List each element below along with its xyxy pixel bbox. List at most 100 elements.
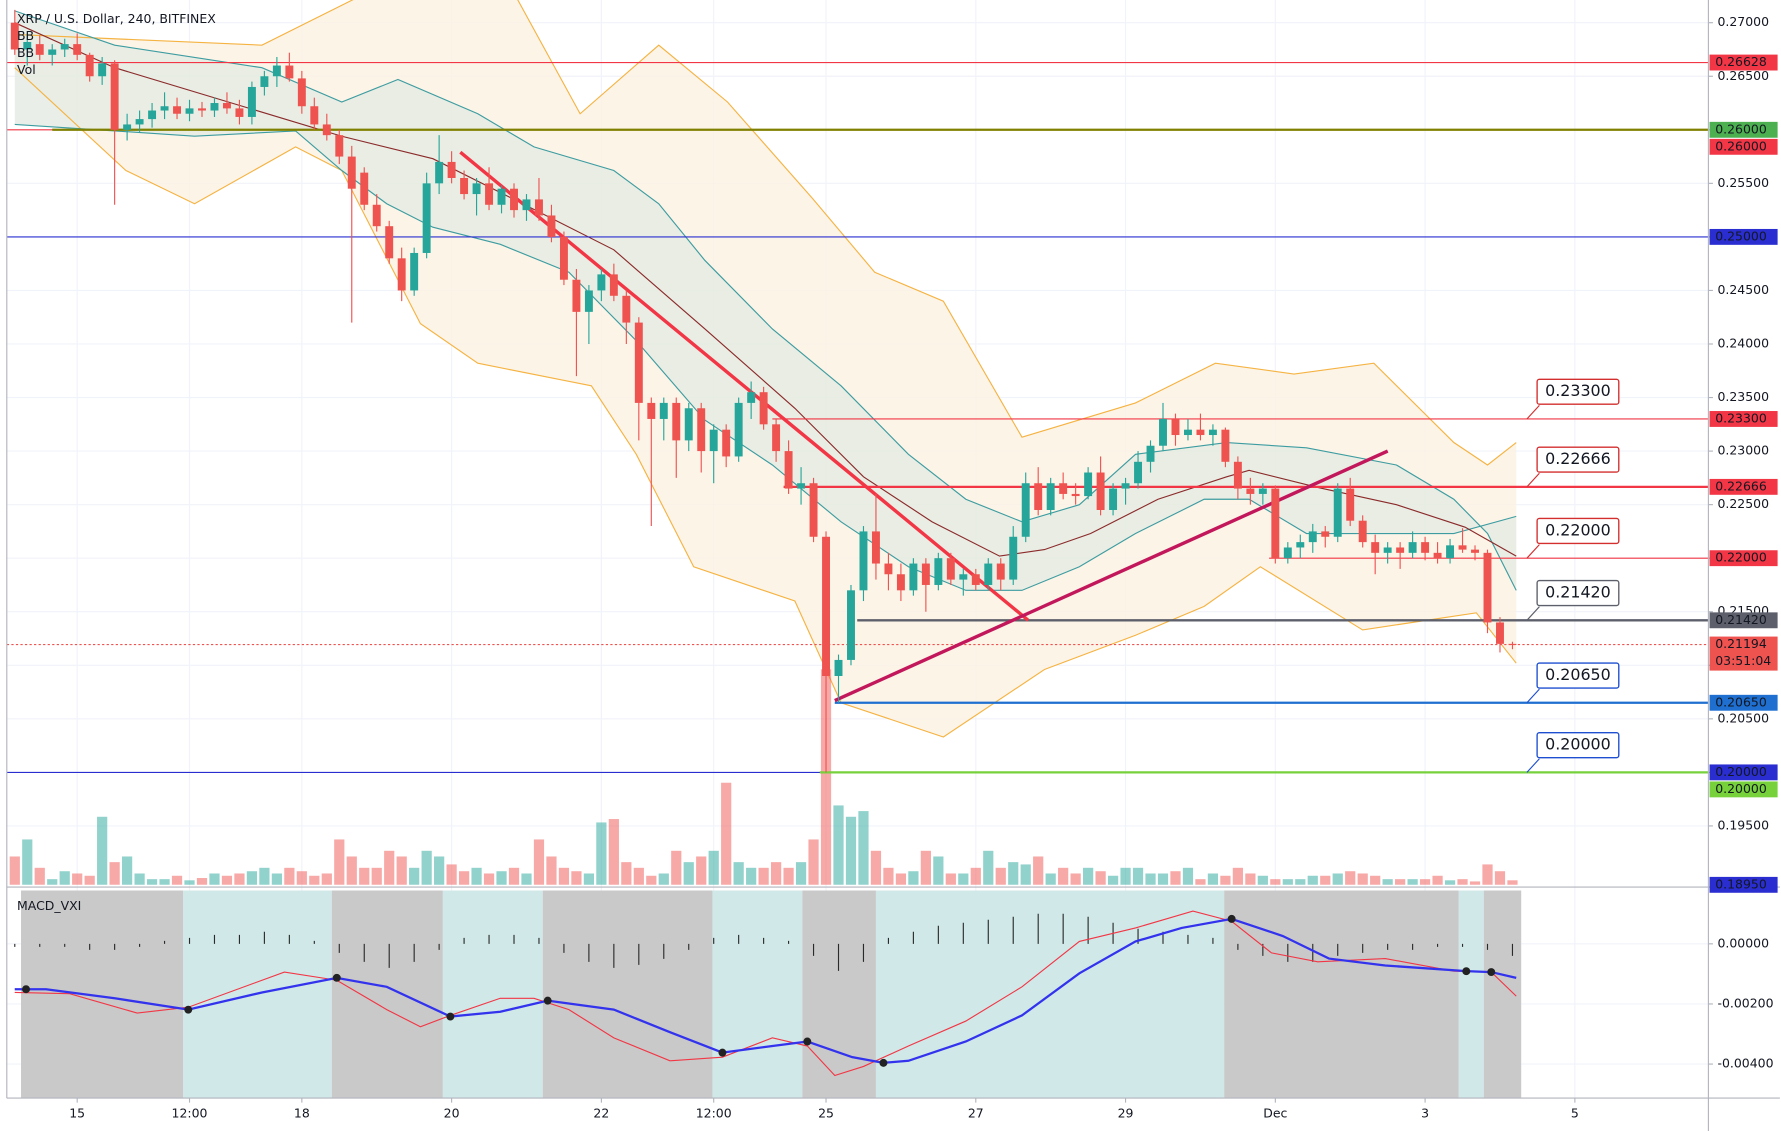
- candle-body: [435, 161, 444, 184]
- volume-bar: [808, 839, 819, 885]
- volume-bar: [1033, 856, 1044, 885]
- candle-body: [160, 106, 169, 111]
- volume-bar: [334, 839, 345, 885]
- candle-body: [809, 483, 818, 537]
- volume-bar: [122, 856, 133, 885]
- band-line: [14, 67, 1517, 738]
- candle-body: [1171, 418, 1180, 436]
- volume-bar: [795, 862, 807, 885]
- candle-body: [1183, 429, 1192, 436]
- band-line: [14, 10, 1517, 591]
- macd-region: [802, 890, 876, 1099]
- y-tick-label: 0.24000: [1717, 335, 1769, 350]
- candle-body: [247, 86, 256, 117]
- volume-bar: [396, 856, 407, 885]
- symbol-title: XRP / U.S. Dollar, 240, BITFINEX: [17, 11, 216, 26]
- volume-bar: [1170, 871, 1181, 885]
- volume-bar: [908, 871, 919, 885]
- candle-body: [1346, 488, 1355, 521]
- volume-bar: [1282, 879, 1293, 885]
- candle-body: [1146, 445, 1155, 462]
- volume-bar: [983, 850, 994, 885]
- candle-body: [1408, 542, 1417, 553]
- volume-bar: [496, 871, 507, 885]
- candle-body: [1471, 549, 1479, 553]
- price-label-box: [1709, 612, 1778, 629]
- x-tick-label: 27: [968, 1105, 984, 1120]
- macd-region: [712, 890, 803, 1099]
- macd-region: [1224, 890, 1459, 1099]
- candle-body: [1371, 542, 1380, 553]
- price-label: 0.18950: [1715, 876, 1767, 891]
- candle-body: [709, 429, 718, 452]
- candle-body: [871, 531, 880, 564]
- volume-bar: [995, 867, 1006, 885]
- candle-body: [784, 451, 793, 489]
- volume-bar: [1008, 862, 1019, 885]
- volume-bar: [1195, 879, 1206, 885]
- candle-body: [347, 156, 356, 189]
- volume-bar: [259, 867, 270, 885]
- volume-bar: [1020, 864, 1031, 885]
- volume-bar: [1257, 875, 1268, 885]
- candle-body: [260, 76, 269, 87]
- volume-bar: [1120, 867, 1131, 885]
- price-label: 0.23300: [1715, 410, 1767, 425]
- volume-bar: [746, 867, 757, 885]
- volume-bar: [271, 873, 282, 885]
- price-label: 0.21420: [1715, 612, 1767, 627]
- volume-bar: [721, 782, 732, 885]
- candle-body: [10, 22, 19, 50]
- candle-body: [497, 188, 506, 205]
- candle-body: [1258, 488, 1267, 494]
- price-label: 0.26000: [1715, 121, 1767, 136]
- candle-body: [397, 258, 406, 291]
- candle-body: [1159, 418, 1167, 446]
- volume-bar: [246, 871, 258, 885]
- macd-line: [14, 910, 1517, 1077]
- current-price-label: 0.21194: [1715, 636, 1767, 651]
- volume-bar: [708, 850, 719, 885]
- band-line: [14, 123, 1517, 591]
- macd-region: [1483, 890, 1522, 1099]
- volume-bar: [683, 862, 694, 885]
- candle-body: [759, 392, 768, 425]
- basis-line: [14, 22, 1517, 557]
- candle-body: [959, 574, 968, 580]
- candle-body: [1271, 488, 1280, 559]
- volume-bar: [97, 816, 108, 885]
- volume-bar: [184, 880, 195, 885]
- volume-bar: [820, 669, 832, 885]
- volume-bar: [471, 867, 482, 885]
- macd-region: [21, 890, 184, 1099]
- volume-bar: [1220, 875, 1231, 885]
- volume-bar: [196, 878, 208, 885]
- main-pane: [6, 0, 1709, 885]
- volume-bar: [508, 867, 520, 885]
- volume-bar: [608, 819, 619, 885]
- volume-bar: [1482, 864, 1493, 885]
- macd-line: [14, 917, 1517, 1064]
- price-label-box: [1709, 550, 1778, 567]
- candle-body: [684, 408, 693, 441]
- volume-bar: [1307, 875, 1318, 885]
- price-label-box: [1709, 54, 1778, 71]
- candle-body: [322, 124, 331, 136]
- volume-bar: [583, 873, 594, 885]
- candle-body: [722, 429, 731, 457]
- candle-body: [1009, 536, 1018, 580]
- volume-bar: [858, 811, 869, 885]
- y-tick-label: -0.00400: [1717, 1056, 1773, 1071]
- candle-body: [372, 204, 381, 227]
- volume-bar: [1382, 879, 1393, 885]
- y-tick-label: 0.22500: [1717, 496, 1769, 511]
- x-tick-label: 18: [294, 1105, 310, 1120]
- volume-bar: [409, 867, 420, 885]
- volume-bar: [321, 873, 332, 885]
- band-line: [14, 0, 1517, 466]
- x-tick-label: 20: [444, 1105, 460, 1120]
- labels: XRP / U.S. Dollar, 240, BITFINEX BB BB V…: [17, 11, 216, 913]
- price-label-box: [1709, 764, 1778, 781]
- volume-bar: [521, 873, 532, 885]
